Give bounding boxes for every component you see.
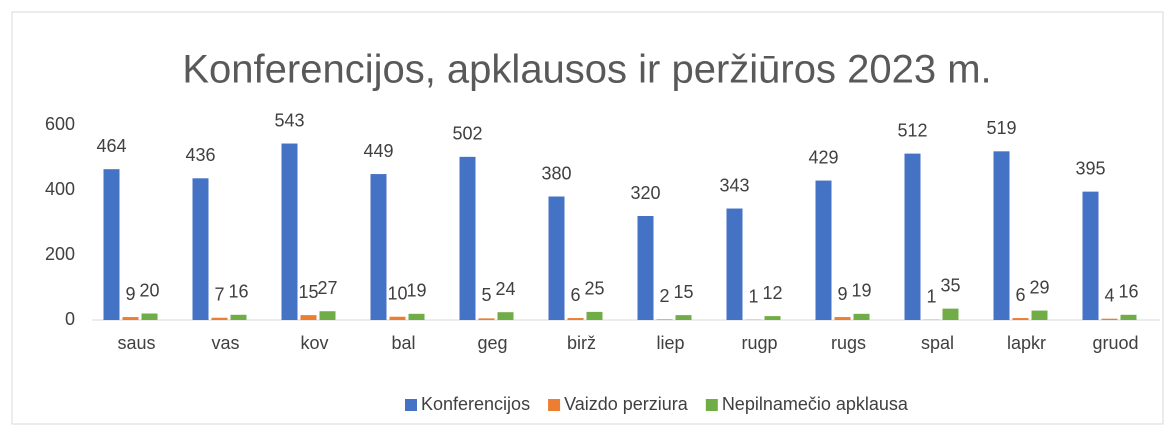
data-label: 25 [584,279,604,299]
bar [567,318,584,320]
bar [230,314,247,320]
bar [637,216,654,320]
data-label: 436 [185,145,215,165]
x-tick-label: gruod [1092,333,1138,353]
data-label: 10 [387,284,407,304]
data-label: 29 [1029,277,1049,297]
bar [834,317,851,320]
bar [141,313,158,320]
bar [319,311,336,320]
x-tick-label: saus [117,333,155,353]
data-label: 1 [748,286,758,306]
legend-label: Nepilnamečio apklausa [722,394,909,414]
bar [1082,191,1099,320]
x-tick-label: vas [211,333,239,353]
data-label: 16 [1118,282,1138,302]
data-label: 543 [274,110,304,130]
legend-swatch [548,399,561,411]
bar [370,174,387,320]
bar [478,318,495,320]
bar [103,169,120,320]
data-label: 380 [541,163,571,183]
data-label: 343 [719,175,749,195]
data-label: 19 [406,281,426,301]
data-label: 35 [940,275,960,295]
x-tick-label: geg [477,333,507,353]
data-label: 449 [363,141,393,161]
data-label: 320 [630,183,660,203]
bar [675,315,692,320]
bar [1101,318,1118,320]
data-label: 395 [1075,158,1105,178]
y-tick-label: 200 [45,244,75,264]
data-label: 16 [228,282,248,302]
x-tick-label: birž [567,333,596,353]
bar [192,178,209,320]
data-label: 19 [851,281,871,301]
bar [408,313,425,320]
data-label: 15 [298,282,318,302]
data-label: 2 [659,286,669,306]
chart-title: Konferencijos, apklausos ir peržiūros 20… [182,48,991,92]
data-label: 27 [317,278,337,298]
bar [281,143,298,320]
legend-label: Konferencijos [421,394,530,414]
y-tick-label: 600 [45,114,75,134]
data-label: 512 [897,120,927,140]
bar [497,312,514,320]
bar [726,208,743,320]
data-label: 7 [214,284,224,304]
bar [942,308,959,320]
data-label: 12 [762,283,782,303]
data-label: 464 [96,136,126,156]
legend-swatch [405,399,417,411]
data-label: 502 [452,124,482,144]
data-label: 24 [495,279,515,299]
y-tick-label: 400 [45,179,75,199]
x-tick-label: spal [921,333,954,353]
bar [764,316,781,320]
data-label: 6 [570,285,580,305]
bar [853,313,870,320]
bar [459,156,476,320]
bar [993,151,1010,320]
x-tick-label: lapkr [1007,333,1046,353]
data-label: 519 [986,118,1016,138]
legend-swatch [705,399,718,411]
bar [300,315,317,320]
bar [211,317,228,320]
bar [904,153,921,320]
data-label: 9 [837,284,847,304]
data-label: 5 [481,285,491,305]
data-label: 9 [125,284,135,304]
y-tick-label: 0 [65,309,75,329]
x-tick-label: rugp [741,333,777,353]
x-tick-label: kov [300,333,328,353]
data-label: 20 [139,280,159,300]
bar [656,319,673,320]
bar [815,180,832,320]
x-tick-label: bal [391,333,415,353]
data-label: 429 [808,147,838,167]
bar [1012,318,1029,320]
bar [122,317,139,320]
data-label: 15 [673,282,693,302]
bar [389,316,406,320]
data-label: 6 [1015,285,1025,305]
bar [1120,314,1137,320]
bar [548,196,565,320]
x-tick-label: liep [656,333,684,353]
legend-label: Vaizdo perziura [564,394,689,414]
data-label: 1 [926,286,936,306]
x-tick-label: rugs [831,333,866,353]
bar [1031,310,1048,320]
bar [586,311,603,320]
data-label: 4 [1104,285,1114,305]
